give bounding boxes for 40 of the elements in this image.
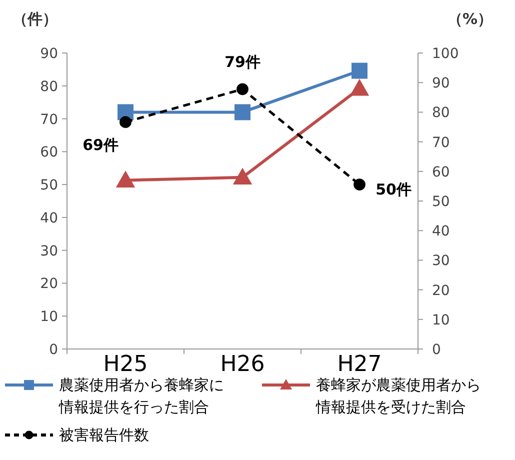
y2-tick-label: 70: [432, 134, 450, 151]
y2-tick-label: 90: [432, 76, 450, 92]
x-tick-label: H27: [337, 352, 382, 377]
y2-tick-label: 20: [432, 282, 450, 299]
y2-tick-label: 80: [432, 105, 450, 122]
point: [116, 170, 136, 188]
y-tick-label: 10: [40, 309, 58, 326]
y-tick-label: 70: [40, 112, 58, 128]
y-tick-label: 80: [40, 78, 58, 95]
y-tick-label: 50: [40, 178, 58, 194]
y-tick-label: 30: [40, 243, 58, 260]
point: [352, 62, 368, 79]
y-tick-label: 0: [49, 342, 58, 358]
data-label: 50件: [376, 180, 412, 199]
y2-tick-label: 0: [432, 342, 441, 358]
point: [120, 116, 132, 128]
y-tick-label: 90: [40, 46, 58, 62]
y-tick-label: 60: [40, 144, 58, 161]
y2-tick-label: 100: [432, 46, 459, 62]
y2-tick-label: 60: [432, 164, 450, 180]
legend-label: 被害報告件数: [59, 426, 149, 444]
point: [234, 104, 250, 120]
x-tick-label: H25: [103, 352, 148, 377]
legend-label: 養蜂家が農薬使用者から情報提供を受けた割合: [315, 376, 481, 416]
y-axis-title: （件）: [12, 10, 58, 28]
point: [232, 168, 252, 185]
y-tick-label: 20: [40, 276, 58, 292]
data-label: 69件: [82, 136, 118, 154]
y-tick-label: 40: [40, 210, 58, 226]
y2-tick-label: 40: [432, 224, 450, 240]
y2-axis-title: （%）: [447, 10, 493, 28]
point: [236, 83, 248, 96]
data-label: 79件: [224, 53, 260, 72]
y2-tick-label: 30: [432, 253, 450, 270]
y2-tick-label: 10: [432, 312, 450, 328]
point: [354, 178, 366, 191]
point: [350, 78, 370, 96]
legend-label: 農薬使用者から養蜂家に情報提供を行った割合: [58, 376, 224, 416]
y2-tick-label: 50: [432, 194, 450, 210]
x-tick-label: H26: [220, 352, 265, 377]
